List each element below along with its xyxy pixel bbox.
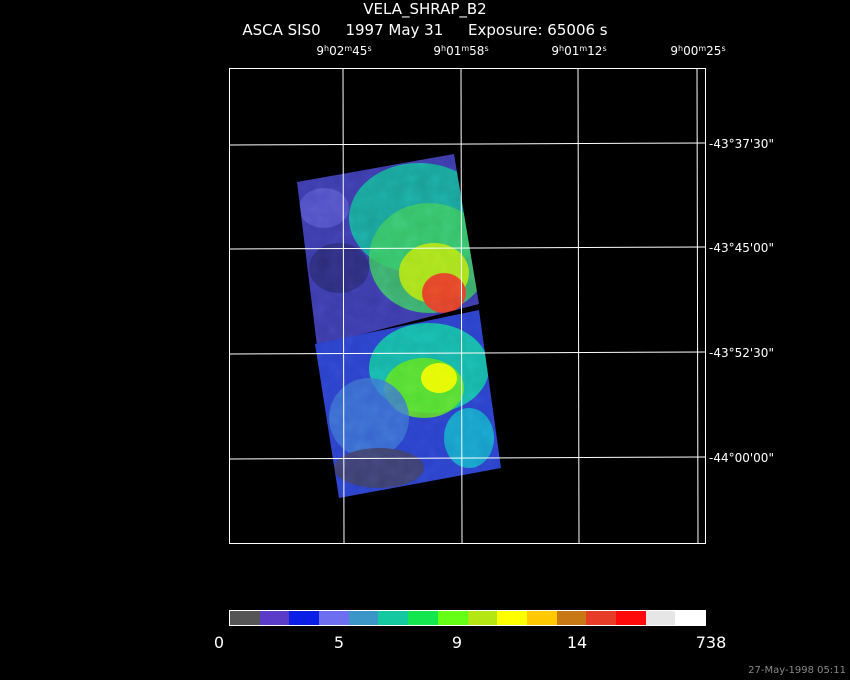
colorbar-swatch xyxy=(319,611,349,625)
ra-tick-label: 9h02m45s xyxy=(316,44,372,58)
colorbar-tick-label: 9 xyxy=(451,633,463,652)
coordinate-grid xyxy=(229,68,706,544)
colorbar-tick-label: 5 xyxy=(333,633,345,652)
observation-date: 1997 May 31 xyxy=(345,21,444,39)
image-title: VELA_SHRAP_B2 xyxy=(363,0,487,18)
image-subtitle: ASCA SIS0 1997 May 31 Exposure: 65006 s xyxy=(0,21,850,39)
colorbar-swatch xyxy=(378,611,409,625)
ra-tick-label: 9h01m12s xyxy=(551,44,607,58)
dec-tick-label: -43°45'00" xyxy=(709,241,774,255)
sky-image-plot xyxy=(229,68,706,544)
instrument-label: ASCA SIS0 xyxy=(242,21,321,39)
colorbar-swatch xyxy=(230,611,260,625)
colorbar-tick-label: 14 xyxy=(566,633,588,652)
colorbar-swatch xyxy=(259,611,290,625)
ra-tick-label: 9h00m25s xyxy=(670,44,726,58)
colorbar-swatch xyxy=(497,611,527,625)
colorbar-swatch xyxy=(645,611,676,625)
colorbar-swatch xyxy=(437,611,468,625)
colorbar-swatch xyxy=(556,611,587,625)
ra-tick-label: 9h01m58s xyxy=(433,44,489,58)
colorbar-swatch xyxy=(289,611,320,625)
dec-tick-label: -43°52'30" xyxy=(709,346,774,360)
colorbar-tick-label: 0 xyxy=(213,633,225,652)
plot-border xyxy=(229,68,706,544)
dec-tick-label: -43°37'30" xyxy=(709,137,774,151)
colorbar-tick-label: 738 xyxy=(695,633,727,652)
colorbar-swatch xyxy=(408,611,438,625)
colorbar-swatch xyxy=(348,611,379,625)
dec-tick-label: -44°00'00" xyxy=(709,451,774,465)
colorbar-swatch xyxy=(615,611,646,625)
colorbar-swatch xyxy=(467,611,498,625)
colorbar xyxy=(229,610,706,626)
timestamp: 27-May-1998 05:11 xyxy=(748,665,846,676)
detector-chip-lower xyxy=(315,310,501,498)
colorbar-swatch xyxy=(586,611,616,625)
colorbar-swatch xyxy=(526,611,557,625)
colorbar-swatch xyxy=(675,611,705,625)
exposure-label: Exposure: 65006 s xyxy=(468,21,608,39)
